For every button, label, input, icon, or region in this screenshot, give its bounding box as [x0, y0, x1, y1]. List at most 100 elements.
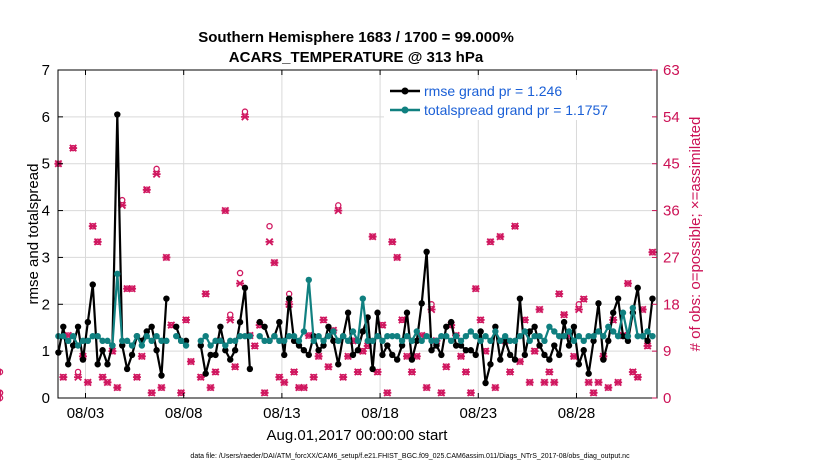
rmse-point: [482, 379, 489, 387]
obs-assimilated-marker: [59, 373, 68, 382]
obs-assimilated-marker: [589, 388, 598, 397]
rmse-point: [605, 337, 612, 345]
totalspread-point: [79, 337, 87, 345]
obs-possible-marker: [74, 368, 82, 376]
totalspread-point: [207, 342, 214, 349]
totalspread-point: [241, 332, 249, 340]
totalspread-point: [281, 337, 288, 345]
obs-assimilated-marker: [643, 342, 652, 350]
totalspread-point: [236, 332, 244, 340]
obs-assimilated-marker: [113, 383, 122, 392]
totalspread-point: [153, 332, 160, 340]
totalspread-point: [462, 332, 470, 340]
obs-assimilated-marker: [309, 373, 318, 382]
totalspread-point: [614, 332, 622, 340]
rmse-point: [443, 323, 450, 330]
rmse-point: [526, 328, 533, 335]
rmse-point: [501, 337, 509, 345]
legend-spread-marker: [401, 106, 409, 114]
obs-assimilated-marker: [236, 279, 245, 288]
totalspread-point: [163, 337, 170, 345]
obs-assimilated-marker: [186, 357, 195, 366]
totalspread-point: [560, 332, 568, 340]
x-tick-label: 08/13: [263, 405, 301, 422]
totalspread-point: [84, 337, 92, 345]
x-tick-label: 08/03: [67, 405, 105, 422]
obs-assimilated-marker: [388, 237, 397, 246]
y-tick-label: 0: [42, 390, 50, 407]
totalspread-point: [487, 337, 494, 345]
obs-assimilated-marker: [93, 237, 102, 246]
totalspread-point: [320, 337, 327, 345]
rmse-point: [276, 318, 283, 326]
obs-assimilated-marker: [471, 284, 480, 293]
rmse-point: [624, 337, 632, 345]
obs-assimilated-marker: [560, 310, 569, 319]
rmse-point: [241, 284, 249, 292]
obs-assimilated-marker: [584, 378, 593, 387]
rmse-point: [472, 351, 479, 359]
totalspread-point: [384, 332, 391, 340]
rmse-point: [153, 347, 160, 354]
totalspread-point: [344, 337, 352, 345]
obs-assimilated-marker: [383, 388, 392, 397]
obs-assimilated-marker: [422, 383, 431, 392]
obs-assimilated-marker: [648, 248, 657, 257]
rmse-point: [610, 309, 617, 316]
rmse-point: [447, 318, 455, 326]
obs-assimilated-marker: [324, 362, 333, 371]
totalspread-point: [551, 328, 558, 335]
rmse-point: [408, 356, 416, 363]
totalspread-point: [408, 337, 416, 345]
totalspread-point: [143, 332, 150, 340]
obs-possible-marker: [0, 368, 4, 376]
y-tick-label: 2: [42, 296, 50, 313]
rmse-point: [551, 342, 558, 349]
obs-assimilated-marker: [339, 373, 348, 382]
y-right-tick-label: 54: [663, 109, 680, 126]
rmse-point: [565, 342, 573, 349]
totalspread-point: [148, 337, 155, 345]
totalspread-point: [330, 328, 337, 335]
rmse-point: [207, 351, 214, 359]
totalspread-point: [423, 332, 430, 340]
obs-assimilated-marker: [137, 352, 146, 361]
totalspread-point: [477, 337, 484, 345]
obs-assimilated-marker: [506, 368, 515, 376]
chart-title-line1: Southern Hemisphere 1683 / 1700 = 99.000…: [198, 29, 514, 46]
obs-assimilated-marker: [157, 383, 166, 392]
rmse-point: [74, 323, 82, 330]
totalspread-point: [393, 332, 401, 340]
totalspread-point: [290, 332, 298, 340]
totalspread-point: [501, 332, 509, 340]
obs-assimilated-marker: [69, 144, 78, 152]
totalspread-point: [369, 337, 376, 345]
obs-assimilated-marker: [132, 373, 141, 382]
obs-assimilated-marker: [226, 316, 235, 324]
totalspread-point: [403, 332, 411, 340]
totalspread-point: [639, 332, 646, 340]
obs-assimilated-marker: [579, 295, 588, 303]
obs-assimilated-marker: [88, 222, 97, 231]
rmse-point: [114, 111, 121, 118]
totalspread-point: [526, 337, 533, 345]
rmse-point: [384, 342, 391, 349]
totalspread-point: [447, 337, 455, 345]
rmse-point: [374, 309, 381, 316]
obs-possible-marker: [335, 202, 342, 209]
rmse-point: [467, 347, 475, 354]
totalspread-point: [335, 337, 342, 345]
obs-assimilated-marker: [368, 232, 377, 241]
totalspread-point: [379, 337, 386, 345]
rmse-point: [369, 365, 376, 373]
rmse-point: [644, 337, 651, 345]
rmse-point: [433, 342, 440, 349]
obs-possible-marker: [0, 389, 4, 397]
rmse-point: [349, 351, 357, 359]
obs-assimilated-marker: [550, 378, 559, 387]
obs-assimilated-marker: [407, 368, 416, 376]
obs-assimilated-marker: [299, 383, 308, 392]
totalspread-point: [197, 337, 204, 345]
